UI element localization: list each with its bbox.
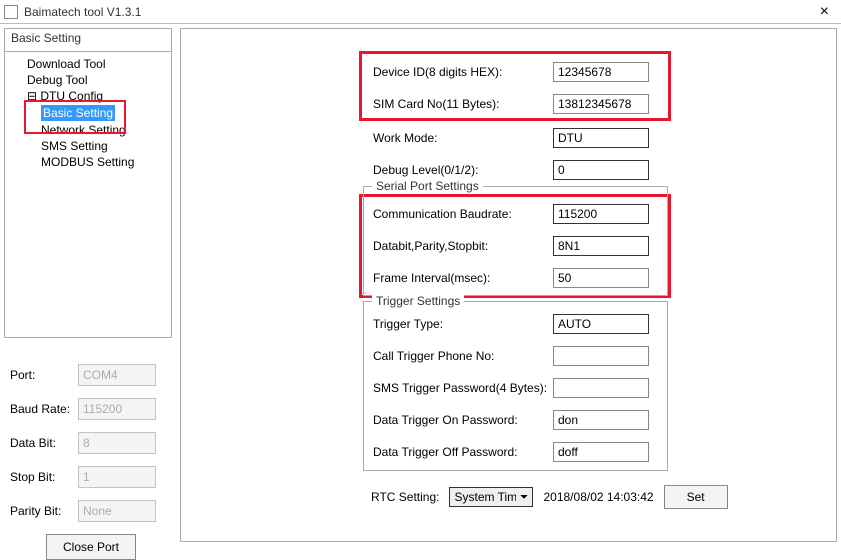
app-icon	[4, 5, 18, 19]
sms-trigger-input[interactable]	[553, 378, 649, 398]
debug-level-select[interactable]: 0	[553, 160, 649, 180]
window-title: Baimatech tool V1.3.1	[24, 5, 812, 19]
tree-item-dtu-config[interactable]: ⊟ DTU Config	[5, 88, 171, 104]
tree-panel: Basic Setting Download Tool Debug Tool ⊟…	[4, 28, 172, 338]
sidebar: Basic Setting Download Tool Debug Tool ⊟…	[0, 24, 178, 546]
work-mode-label: Work Mode:	[373, 131, 553, 145]
serial-group-legend: Serial Port Settings	[372, 179, 483, 193]
rtc-label: RTC Setting:	[371, 490, 439, 504]
tree-item-modbus-setting[interactable]: MODBUS Setting	[5, 154, 171, 170]
device-id-label: Device ID(8 digits HEX):	[373, 65, 553, 79]
baudrate-label: Communication Baudrate:	[373, 207, 553, 221]
trigger-type-label: Trigger Type:	[373, 317, 553, 331]
work-mode-select[interactable]: DTU	[553, 128, 649, 148]
baudrate-select[interactable]: 115200	[553, 204, 649, 224]
baud-select[interactable]: 115200	[78, 398, 156, 420]
rtc-mode-select[interactable]: System Tim	[449, 487, 533, 507]
tree-item-network-setting[interactable]: Network Setting	[5, 122, 171, 138]
parity-select[interactable]: None	[78, 500, 156, 522]
settings-panel: Device ID(8 digits HEX): SIM Card No(11 …	[180, 28, 837, 542]
tree-item-sms-setting[interactable]: SMS Setting	[5, 138, 171, 154]
sim-card-input[interactable]	[553, 94, 649, 114]
trigger-type-select[interactable]: AUTO	[553, 314, 649, 334]
baud-label: Baud Rate:	[10, 402, 78, 416]
dps-label: Databit,Parity,Stopbit:	[373, 239, 553, 253]
call-trigger-input[interactable]	[553, 346, 649, 366]
sim-card-label: SIM Card No(11 Bytes):	[373, 97, 553, 111]
sms-trigger-label: SMS Trigger Password(4 Bytes):	[373, 381, 553, 395]
rtc-set-button[interactable]: Set	[664, 485, 728, 509]
stopbit-select[interactable]: 1	[78, 466, 156, 488]
data-on-label: Data Trigger On Password:	[373, 413, 553, 427]
port-select[interactable]: COM4	[78, 364, 156, 386]
dps-select[interactable]: 8N1	[553, 236, 649, 256]
trigger-group-legend: Trigger Settings	[372, 294, 464, 308]
port-settings: Port:COM4 Baud Rate:115200 Data Bit:8 St…	[10, 364, 170, 560]
title-bar: Baimatech tool V1.3.1 ×	[0, 0, 841, 24]
tree-title: Basic Setting	[5, 29, 171, 52]
frame-interval-label: Frame Interval(msec):	[373, 271, 553, 285]
tree-item-download-tool[interactable]: Download Tool	[5, 56, 171, 72]
rtc-row: RTC Setting: System Tim 2018/08/02 14:03…	[371, 485, 728, 509]
databit-label: Data Bit:	[10, 436, 78, 450]
port-label: Port:	[10, 368, 78, 382]
data-off-label: Data Trigger Off Password:	[373, 445, 553, 459]
data-on-input[interactable]	[553, 410, 649, 430]
device-id-input[interactable]	[553, 62, 649, 82]
close-icon[interactable]: ×	[812, 3, 837, 21]
debug-level-label: Debug Level(0/1/2):	[373, 163, 553, 177]
tree-item-debug-tool[interactable]: Debug Tool	[5, 72, 171, 88]
rtc-timestamp: 2018/08/02 14:03:42	[543, 490, 653, 504]
close-port-button[interactable]: Close Port	[46, 534, 136, 560]
tree-item-basic-setting[interactable]: Basic Setting	[5, 104, 171, 122]
databit-select[interactable]: 8	[78, 432, 156, 454]
parity-label: Parity Bit:	[10, 504, 78, 518]
frame-interval-input[interactable]	[553, 268, 649, 288]
data-off-input[interactable]	[553, 442, 649, 462]
stopbit-label: Stop Bit:	[10, 470, 78, 484]
call-trigger-label: Call Trigger Phone No:	[373, 349, 553, 363]
